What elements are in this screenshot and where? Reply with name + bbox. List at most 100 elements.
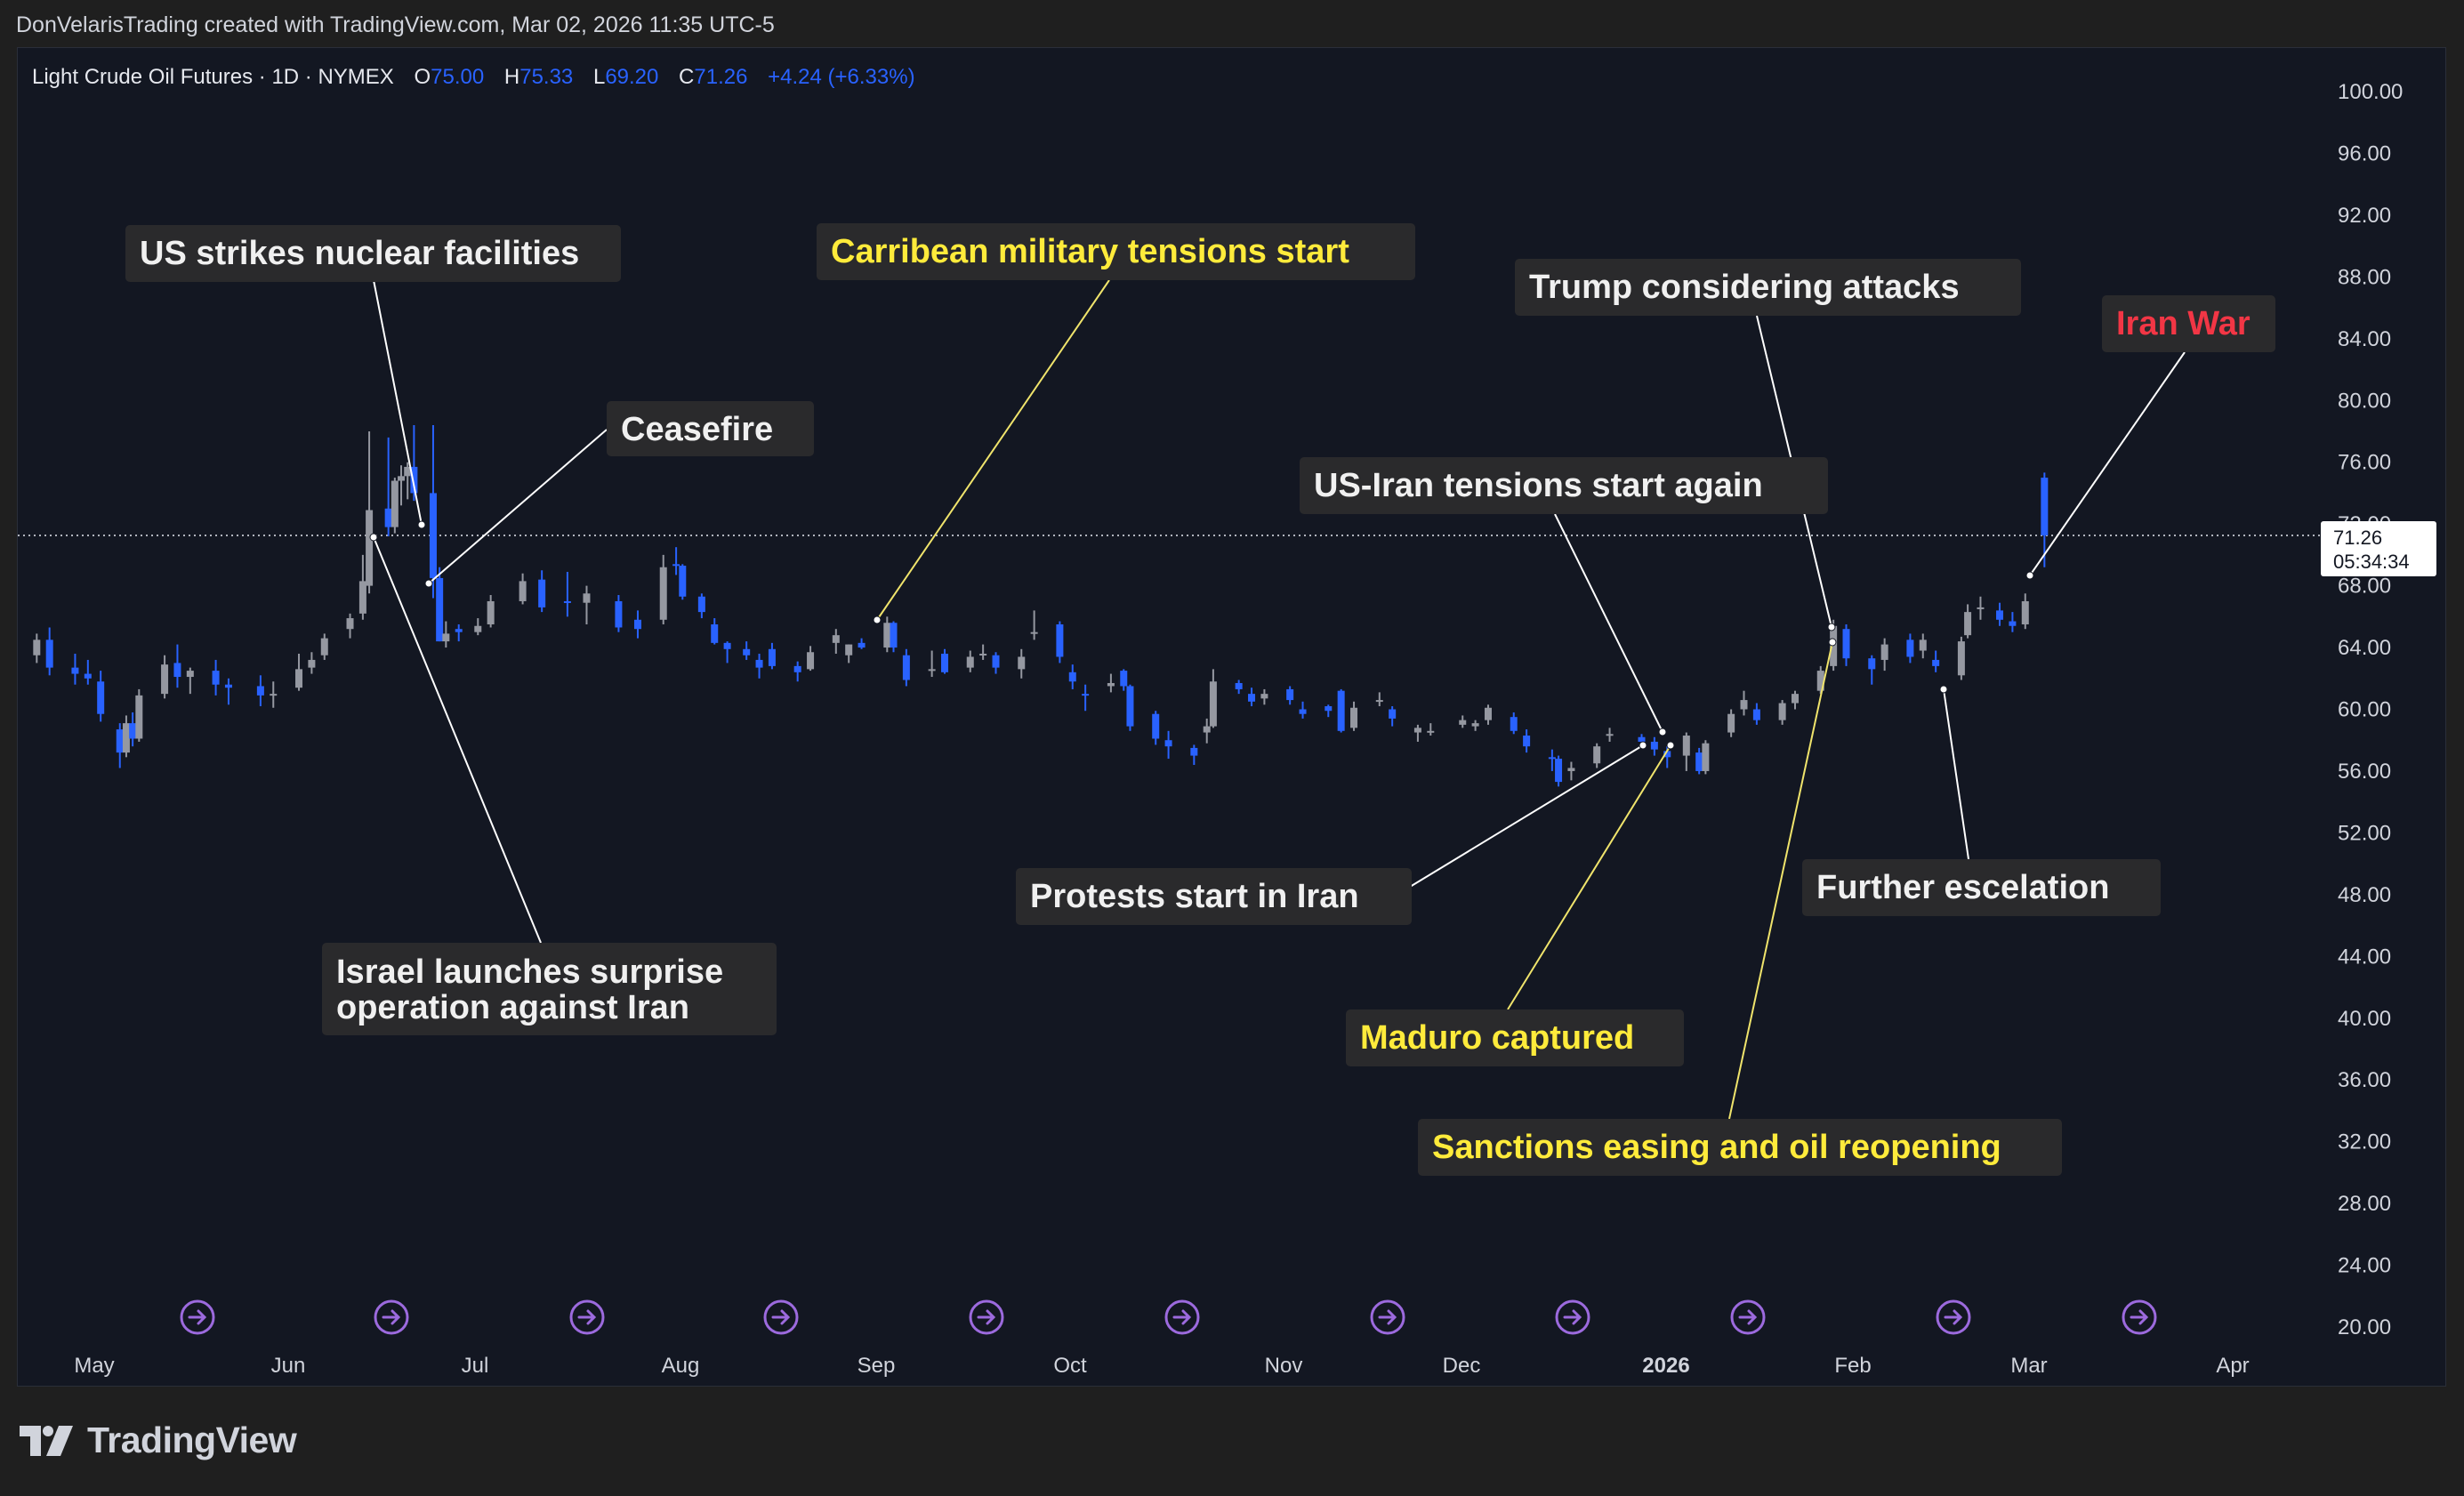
candle bbox=[807, 646, 815, 672]
candle bbox=[1120, 669, 1128, 691]
legend-high-label: H bbox=[504, 65, 519, 89]
annotation-label[interactable]: Carribean military tensions start bbox=[817, 223, 1415, 280]
annotation-label[interactable]: Ceasefire bbox=[607, 401, 814, 456]
candle bbox=[992, 652, 1000, 674]
candle-body bbox=[1350, 707, 1358, 728]
candle bbox=[1510, 712, 1518, 735]
candle-body bbox=[295, 669, 303, 688]
candle bbox=[1606, 728, 1614, 742]
annotation-text: Israel launches surprise bbox=[336, 953, 723, 991]
economic-event-icon[interactable] bbox=[969, 1299, 1004, 1335]
candle bbox=[1375, 692, 1383, 707]
candle-body bbox=[487, 600, 495, 625]
footer-logo[interactable]: TradingView bbox=[20, 1420, 297, 1461]
price-tag-box bbox=[2321, 521, 2436, 576]
candle-body bbox=[768, 648, 776, 666]
price-tag-price: 71.26 bbox=[2333, 527, 2382, 549]
annotation-label[interactable]: Maduro captured bbox=[1346, 1009, 1684, 1066]
candle bbox=[1203, 718, 1211, 744]
y-tick-label: 96.00 bbox=[2338, 141, 2391, 165]
annotation-text: US-Iran tensions start again bbox=[1314, 467, 1763, 504]
candle bbox=[768, 642, 776, 670]
candle-body bbox=[212, 671, 220, 685]
annotation-anchor-dot bbox=[1666, 741, 1675, 750]
y-tick-label: 28.00 bbox=[2338, 1192, 2391, 1216]
candle-body bbox=[941, 653, 949, 672]
annotation-text: Trump considering attacks bbox=[1529, 269, 1960, 306]
candle bbox=[1682, 732, 1690, 771]
candle bbox=[1555, 755, 1563, 787]
annotation-anchor-dot bbox=[1828, 638, 1837, 647]
economic-event-icon[interactable] bbox=[569, 1299, 605, 1335]
candle-body bbox=[71, 667, 79, 674]
economic-event-icon[interactable] bbox=[763, 1299, 799, 1335]
economic-event-icon[interactable] bbox=[1164, 1299, 1200, 1335]
x-tick-label: Sep bbox=[858, 1354, 896, 1378]
candle-body bbox=[928, 669, 936, 672]
candle bbox=[308, 652, 316, 674]
candle-body bbox=[256, 686, 264, 696]
economic-event-icon[interactable] bbox=[2122, 1299, 2157, 1335]
candle bbox=[743, 641, 751, 660]
candle-body bbox=[2041, 478, 2049, 535]
candle bbox=[366, 430, 374, 594]
annotation-label[interactable]: Sanctions easing and oil reopening bbox=[1418, 1119, 2062, 1176]
candle bbox=[1235, 680, 1243, 695]
candle bbox=[391, 478, 399, 534]
annotation-text: Carribean military tensions start bbox=[831, 233, 1349, 270]
candle-body bbox=[346, 618, 354, 630]
x-tick-label: Feb bbox=[1834, 1354, 1871, 1378]
annotation-text: US strikes nuclear facilities bbox=[140, 235, 579, 272]
candle-body bbox=[404, 466, 412, 477]
economic-event-icon[interactable] bbox=[1370, 1299, 1405, 1335]
candle bbox=[1325, 704, 1333, 718]
candle-body bbox=[583, 593, 591, 603]
y-tick-label: 60.00 bbox=[2338, 698, 2391, 722]
candle-body bbox=[410, 466, 418, 494]
candle bbox=[1567, 761, 1575, 781]
candle bbox=[346, 613, 354, 639]
y-tick-label: 80.00 bbox=[2338, 389, 2391, 413]
chart-panel[interactable]: Light Crude Oil Futures · 1D · NYMEX O75… bbox=[17, 47, 2446, 1387]
annotation-label[interactable]: Trump considering attacks bbox=[1515, 259, 2021, 316]
candle-body bbox=[122, 723, 130, 753]
candle bbox=[384, 437, 392, 537]
candle bbox=[1957, 636, 1965, 680]
last-price-tag: 71.26 05:34:34 bbox=[2321, 521, 2436, 576]
economic-event-icon[interactable] bbox=[1555, 1299, 1590, 1335]
annotation-anchor-dot bbox=[1827, 623, 1836, 631]
economic-event-icon[interactable] bbox=[1730, 1299, 1766, 1335]
candle-body bbox=[1325, 706, 1333, 712]
candle bbox=[711, 618, 719, 645]
candle bbox=[1792, 690, 1800, 710]
candle-body bbox=[1964, 612, 1972, 636]
annotation-label[interactable]: US-Iran tensions start again bbox=[1300, 457, 1828, 514]
candle bbox=[1126, 684, 1134, 731]
y-tick-label: 84.00 bbox=[2338, 327, 2391, 351]
annotation-label[interactable]: Protests start in Iran bbox=[1016, 868, 1412, 925]
candle-body bbox=[1702, 743, 1710, 771]
candle-body bbox=[384, 508, 392, 527]
annotation-box bbox=[2102, 295, 2275, 352]
chart-svg[interactable]: Light Crude Oil Futures · 1D · NYMEX O75… bbox=[18, 48, 2445, 1386]
economic-event-icon[interactable] bbox=[1936, 1299, 1971, 1335]
candle bbox=[45, 627, 53, 676]
annotation-label[interactable]: Further escelation bbox=[1802, 859, 2161, 916]
candle-body bbox=[1868, 658, 1876, 670]
candle bbox=[1932, 650, 1940, 672]
economic-event-icon[interactable] bbox=[374, 1299, 409, 1335]
y-tick-label: 20.00 bbox=[2338, 1315, 2391, 1339]
annotation-anchor-dot bbox=[1639, 741, 1647, 750]
candle-body bbox=[358, 581, 366, 614]
economic-event-icon[interactable] bbox=[180, 1299, 215, 1335]
candle bbox=[1548, 749, 1556, 771]
candles-layer bbox=[33, 425, 2049, 787]
candle bbox=[883, 616, 891, 653]
annotation-anchor-dot bbox=[369, 533, 378, 542]
candle-body bbox=[1555, 759, 1563, 783]
annotation-label[interactable]: Iran War bbox=[2102, 295, 2275, 352]
candle-body bbox=[1235, 682, 1243, 689]
candle-body bbox=[1792, 694, 1800, 704]
annotation-label[interactable]: US strikes nuclear facilities bbox=[125, 225, 621, 282]
